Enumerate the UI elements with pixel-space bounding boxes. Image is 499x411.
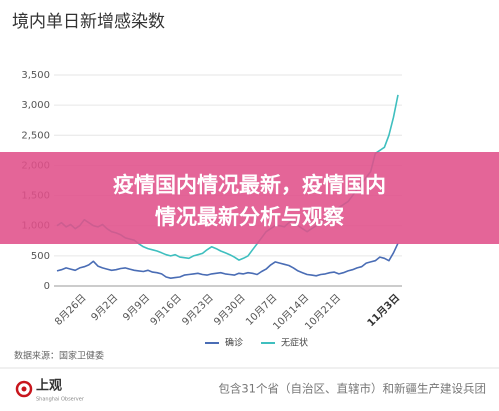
logo-icon (15, 380, 33, 398)
legend-label: 无症状 (281, 337, 308, 349)
logo-text: 上观 (36, 379, 62, 394)
series-line (56, 242, 399, 279)
banner-background (0, 152, 499, 244)
y-tick-label: 3,000 (21, 100, 50, 111)
banner-text: 情况最新分析与观察 (155, 205, 345, 229)
y-tick-label: 0 (44, 281, 50, 292)
y-tick-label: 3,500 (21, 70, 50, 81)
y-tick-label: 2,500 (21, 130, 50, 141)
banner-text: 疫情国内情况最新，疫情国内 (113, 173, 386, 197)
source: 数据来源：国家卫健委 (14, 350, 104, 362)
legend-label: 确诊 (225, 337, 243, 349)
y-tick-label: 500 (31, 251, 50, 262)
logo-icon-dot (21, 386, 27, 392)
logo-subtext: Shanghai Observer (36, 397, 85, 403)
footer-note: 包含31个省（自治区、直辖市）和新疆生产建设兵团 (218, 382, 486, 396)
chart-title: 境内单日新增感染数 (12, 12, 165, 32)
